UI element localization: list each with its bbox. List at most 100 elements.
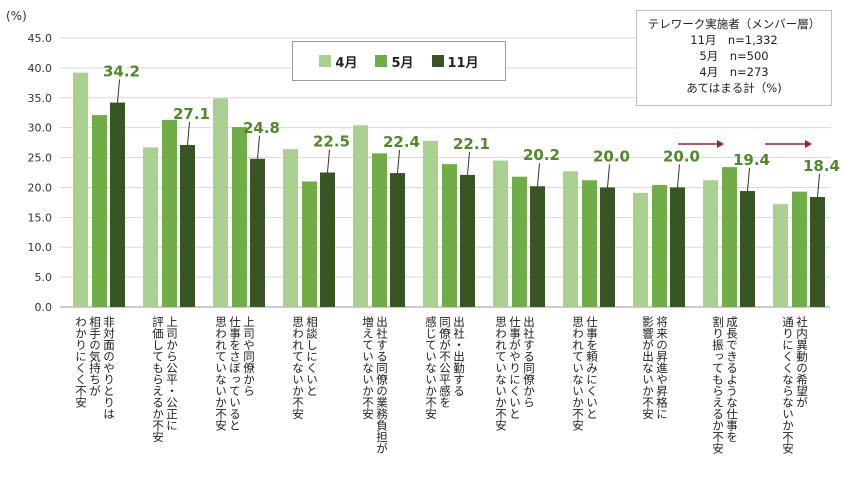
category-label-line: 将来の昇進や昇格に bbox=[655, 316, 669, 420]
sample-size-note: テレワーク実施者（メンバー層） 11月 n=1,332 5月 n=500 4月 … bbox=[636, 10, 832, 106]
data-label: 27.1 bbox=[173, 105, 210, 123]
category-label-line: 通りにくくならないか不安 bbox=[781, 316, 795, 454]
y-tick-label: 15.0 bbox=[28, 211, 53, 224]
data-label-leader bbox=[817, 173, 820, 198]
data-label: 22.1 bbox=[453, 135, 490, 153]
bar-november bbox=[600, 187, 615, 307]
bar-april bbox=[563, 171, 578, 307]
category-label: 相談しにくいと 思われてないか不安 bbox=[291, 316, 319, 476]
category-label-line: 思われてないか不安 bbox=[291, 316, 305, 420]
data-label: 34.2 bbox=[103, 63, 140, 81]
category-label-line: 上司や同僚から bbox=[242, 316, 256, 397]
bar-november bbox=[810, 197, 825, 307]
bar-may bbox=[582, 180, 597, 307]
legend: 4月 5月 11月 bbox=[292, 41, 506, 81]
category-label-line: 増えていないか不安 bbox=[361, 316, 375, 420]
legend-label-april: 4月 bbox=[335, 55, 358, 71]
bar-november bbox=[390, 173, 405, 307]
category-label: 成長できるような仕事を 割り振ってもらえるか不安 bbox=[711, 316, 739, 476]
category-label: 非対面のやりとりは 相手の気持ちが わかりにくく不安 bbox=[74, 316, 116, 476]
category-label: 出社する同僚から 仕事がやりにくいと 思われていないか不安 bbox=[494, 316, 536, 476]
bar-april bbox=[283, 149, 298, 307]
bar-may bbox=[722, 167, 737, 307]
legend-swatch-may bbox=[375, 55, 388, 67]
category-label-line: 出社・出勤する bbox=[452, 316, 466, 397]
y-axis-unit-label: (%) bbox=[6, 9, 27, 23]
legend-item-april: 4月 bbox=[319, 52, 357, 71]
y-tick-label: 30.0 bbox=[28, 122, 53, 135]
bar-may bbox=[442, 164, 457, 307]
data-label-leader bbox=[677, 164, 680, 188]
category-label-line: 相手の気持ちが bbox=[88, 316, 102, 397]
category-label-line: わかりにくく不安 bbox=[74, 316, 88, 408]
bar-may bbox=[92, 115, 107, 307]
legend-swatch-november bbox=[431, 55, 444, 67]
bar-april bbox=[353, 125, 368, 307]
category-label-line: 感じていないか不安 bbox=[424, 316, 438, 420]
category-label: 将来の昇進や昇格に 影響が出ないか不安 bbox=[641, 316, 669, 476]
bar-may bbox=[232, 127, 247, 308]
data-label: 18.4 bbox=[803, 157, 840, 175]
y-axis-tick-labels: 0.0 5.0 10.0 15.0 20.0 25.0 30.0 35.0 40.0 45.0 bbox=[28, 32, 53, 314]
data-label-leader bbox=[327, 149, 330, 173]
category-label-line: 成長できるような仕事を bbox=[725, 316, 739, 443]
y-tick-label: 10.0 bbox=[28, 241, 53, 254]
category-label-line: 出社する同僚の業務負担が bbox=[375, 316, 389, 454]
bars bbox=[73, 72, 825, 308]
bar-april bbox=[213, 98, 228, 308]
data-label: 19.4 bbox=[733, 151, 770, 169]
y-tick-label: 25.0 bbox=[28, 152, 53, 165]
category-label-line: 割り振ってもらえるか不安 bbox=[711, 316, 725, 454]
category-label-line: 相談しにくいと bbox=[305, 316, 319, 397]
trend-arrow-head bbox=[805, 140, 812, 148]
note-line-april: 4月 n=273 bbox=[699, 65, 769, 79]
bar-may bbox=[652, 185, 667, 307]
category-label: 社内異動の希望が 通りにくくならないか不安 bbox=[781, 316, 809, 476]
legend-label-november: 11月 bbox=[447, 55, 479, 71]
data-label: 22.4 bbox=[383, 133, 420, 151]
bar-may bbox=[302, 181, 317, 307]
bar-may bbox=[372, 153, 387, 307]
bar-november bbox=[670, 187, 685, 307]
data-label-leader bbox=[397, 150, 400, 174]
y-tick-label: 45.0 bbox=[28, 32, 53, 45]
data-label: 20.0 bbox=[593, 147, 630, 165]
bar-november bbox=[530, 186, 545, 307]
category-label-line: 非対面のやりとりは bbox=[102, 316, 116, 420]
bar-november bbox=[180, 145, 195, 307]
y-tick-label: 0.0 bbox=[35, 301, 53, 314]
y-tick-label: 35.0 bbox=[28, 92, 53, 105]
category-label: 上司から公平・公正に 評価してもらえるか不安 bbox=[151, 316, 179, 476]
category-label-line: 影響が出ないか不安 bbox=[641, 316, 655, 420]
data-label-leader bbox=[257, 135, 260, 159]
bar-november bbox=[740, 191, 755, 307]
category-label: 仕事を頼みにくいと 思われていないか不安 bbox=[571, 316, 599, 476]
note-line-may: 5月 n=500 bbox=[699, 49, 769, 63]
category-label-line: 出社する同僚から bbox=[522, 316, 536, 408]
category-label-line: 仕事をさぼっていると bbox=[228, 316, 242, 431]
data-label-leader bbox=[537, 163, 540, 187]
data-label-leader bbox=[607, 164, 610, 188]
category-label-line: 仕事を頼みにくいと bbox=[585, 316, 599, 420]
bar-april bbox=[143, 147, 158, 307]
y-tick-label: 20.0 bbox=[28, 181, 53, 194]
note-line-november: 11月 n=1,332 bbox=[690, 33, 778, 47]
data-label: 22.5 bbox=[313, 133, 350, 151]
category-label: 上司や同僚から 仕事をさぼっていると 思われていないか不安 bbox=[214, 316, 256, 476]
bar-april bbox=[423, 140, 438, 307]
bar-november bbox=[460, 174, 475, 307]
bar-november bbox=[320, 172, 335, 307]
category-label-line: 評価してもらえるか不安 bbox=[151, 316, 165, 443]
data-label-leader bbox=[187, 121, 190, 146]
trend-arrow-head bbox=[717, 140, 724, 148]
bar-november bbox=[250, 158, 265, 307]
bar-may bbox=[512, 176, 527, 307]
y-tick-label: 5.0 bbox=[35, 271, 53, 284]
legend-item-may: 5月 bbox=[375, 52, 414, 71]
bar-may bbox=[792, 191, 807, 307]
category-label: 出社・出勤する 同僚が不公平感を 感じていないか不安 bbox=[424, 316, 466, 476]
category-label-line: 思われていないか不安 bbox=[214, 316, 228, 431]
legend-item-november: 11月 bbox=[431, 52, 479, 71]
category-label: 出社する同僚の業務負担が 増えていないか不安 bbox=[361, 316, 389, 476]
bar-april bbox=[493, 160, 508, 307]
